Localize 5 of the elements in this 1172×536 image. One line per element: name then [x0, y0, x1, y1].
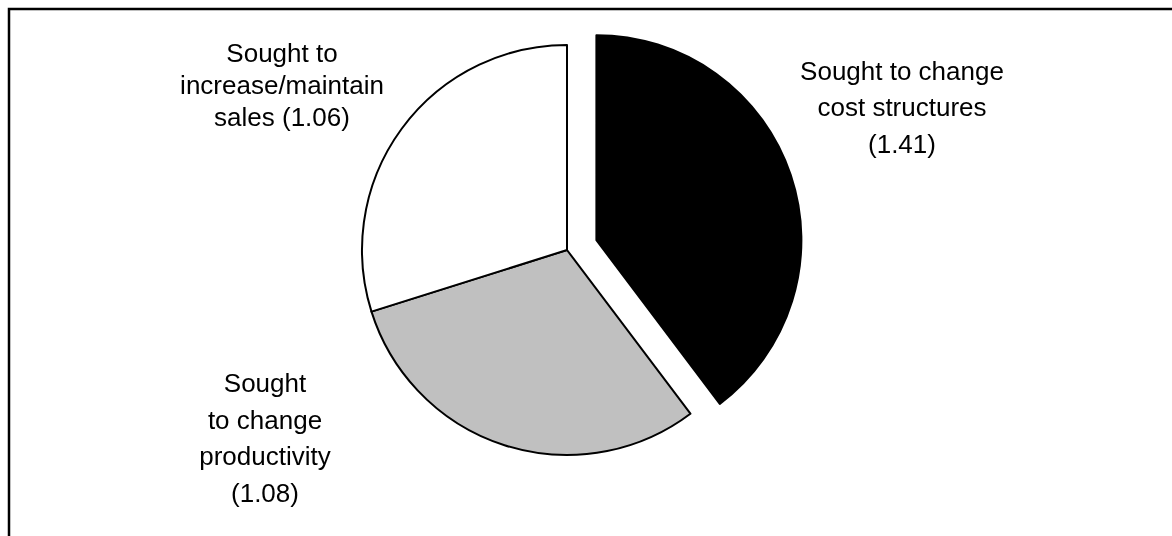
data-label: (1.41) — [868, 128, 936, 159]
slice-label: Sought to change cost structures — [800, 55, 1004, 122]
slice-label: Sought to increase/maintain sales (1.06) — [180, 38, 384, 132]
data-label: (1.08) — [231, 477, 299, 508]
slice-label: Sought to change productivity — [199, 368, 331, 472]
